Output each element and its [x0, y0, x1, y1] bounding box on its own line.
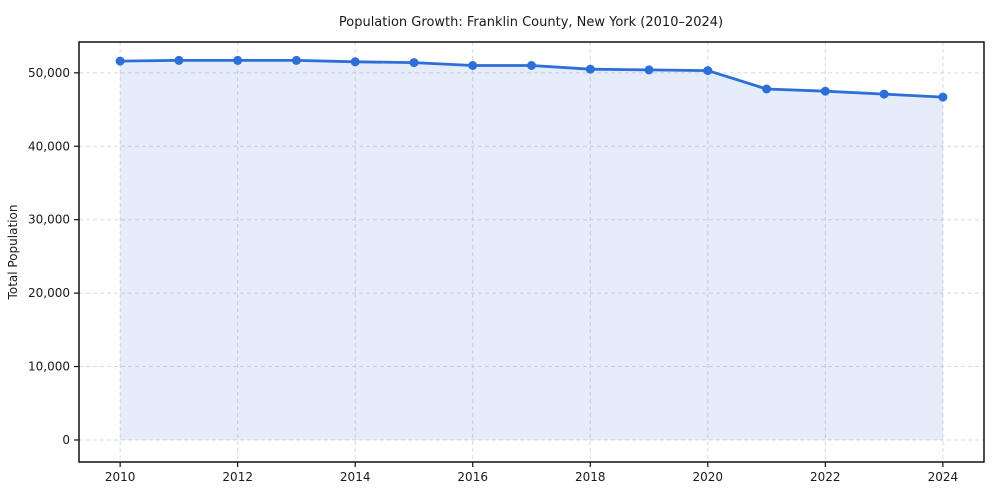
y-axis-label: Total Population — [6, 205, 20, 301]
data-point — [174, 55, 184, 65]
x-tick-label: 2016 — [457, 470, 488, 484]
y-tick-label: 20,000 — [28, 286, 70, 300]
data-point — [938, 92, 948, 102]
data-point — [585, 64, 595, 74]
data-point — [291, 55, 301, 65]
gridlines — [79, 42, 984, 462]
data-point — [115, 56, 125, 66]
tick-marks — [74, 72, 944, 467]
x-tick-label: 2020 — [693, 470, 724, 484]
x-tick-label: 2012 — [222, 470, 253, 484]
x-tick-label: 2024 — [928, 470, 959, 484]
data-point — [703, 66, 713, 76]
data-point — [762, 84, 772, 94]
y-tick-label: 30,000 — [28, 213, 70, 227]
data-point — [468, 61, 478, 70]
axes-frame — [78, 41, 985, 463]
data-point — [820, 86, 830, 96]
y-tick-labels: 0 10,000 20,000 30,000 40,000 50,000 — [28, 66, 70, 447]
data-point — [409, 58, 419, 68]
x-tick-label: 2014 — [340, 470, 371, 484]
x-tick-label: 2022 — [810, 470, 841, 484]
y-tick-label: 50,000 — [28, 66, 70, 80]
x-tick-labels: 2010 2012 2014 2016 2018 2020 2022 2024 — [105, 470, 958, 484]
data-points — [115, 55, 948, 102]
y-tick-label: 10,000 — [28, 360, 70, 374]
area-fill — [120, 60, 943, 441]
y-tick-label: 0 — [62, 433, 70, 447]
chart-title: Population Growth: Franklin County, New … — [339, 15, 723, 30]
y-tick-label: 40,000 — [28, 139, 70, 153]
data-point — [527, 61, 536, 70]
plot-frame — [78, 41, 985, 463]
data-point — [879, 89, 889, 99]
data-point — [233, 55, 243, 65]
series-area — [120, 60, 943, 441]
x-tick-label: 2010 — [105, 470, 136, 484]
data-point — [350, 57, 360, 67]
x-tick-label: 2018 — [575, 470, 606, 484]
data-point — [644, 65, 654, 75]
